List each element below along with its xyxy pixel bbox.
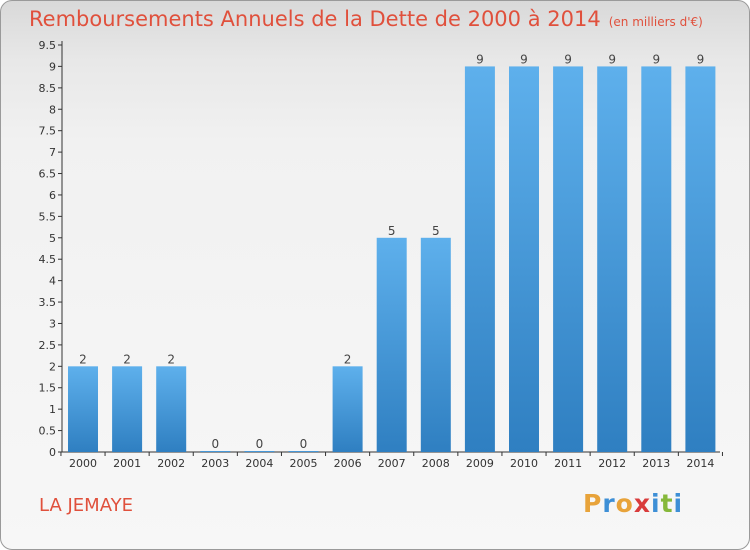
bar [597,66,628,452]
bar [420,237,451,452]
y-tick-label: 2.5 [39,339,57,352]
data-label: 9 [476,52,484,66]
bar [509,66,539,452]
bar [376,237,407,452]
data-label: 2 [79,352,87,366]
x-tick-label: 2002 [157,457,185,470]
data-label: 9 [608,52,616,66]
x-tick-label: 2008 [422,457,450,470]
logo-letter: o [615,489,634,518]
y-tick-label: 7.5 [39,125,57,138]
data-label: 0 [256,437,264,451]
x-tick-label: 2006 [334,457,362,470]
logo-letter: P [583,489,603,518]
data-label: 5 [388,224,396,238]
y-tick-label: 4 [49,275,56,288]
logo-letter: i [651,489,661,518]
x-tick-label: 2003 [201,457,229,470]
bar [68,366,98,452]
chart-title-text: Remboursements Annuels de la Dette de 20… [29,7,601,31]
x-tick-label: 2013 [642,457,670,470]
logo-letter: i [673,489,684,518]
logo-letter: t [660,489,674,518]
data-label: 9 [520,52,528,66]
bar [464,66,495,452]
y-tick-label: 1 [49,403,56,416]
y-tick-label: 9 [49,60,56,73]
data-label: 9 [564,52,572,66]
y-tick-label: 3.5 [39,296,57,309]
y-tick-label: 3 [49,317,56,330]
logo-letter: x [633,489,651,518]
x-tick-label: 2011 [554,457,582,470]
y-tick-label: 0 [49,446,56,459]
x-tick-label: 2012 [598,457,626,470]
y-tick-label: 6 [49,189,56,202]
data-label: 2 [344,352,352,366]
y-tick-label: 9.5 [39,39,57,52]
chart-unit-note: (en milliers d'€) [608,15,703,29]
y-tick-label: 8.5 [39,82,57,95]
y-tick-label: 0.5 [39,425,57,438]
x-tick-label: 2014 [686,457,714,470]
data-label: 5 [432,224,440,238]
commune-name: LA JEMAYE [39,495,133,516]
bar [553,66,584,452]
bar [112,366,143,452]
bar [288,451,319,452]
bar [641,66,672,452]
y-tick-label: 8 [49,103,56,116]
y-tick-label: 5 [49,232,56,245]
x-tick-label: 2007 [378,457,406,470]
x-tick-label: 2005 [290,457,318,470]
data-label: 9 [652,52,660,66]
logo-letter: r [602,489,616,518]
data-label: 0 [211,437,219,451]
x-tick-label: 2004 [245,457,273,470]
x-tick-label: 2009 [466,457,494,470]
y-tick-label: 2 [49,360,56,373]
x-tick-label: 2010 [510,457,538,470]
proxiti-logo[interactable]: Proxiti [583,489,683,518]
data-label: 0 [300,437,308,451]
data-label: 2 [167,352,175,366]
y-tick-label: 7 [49,146,56,159]
y-tick-label: 1.5 [39,382,57,395]
x-tick-label: 2000 [69,457,97,470]
data-label: 2 [123,352,131,366]
bar [685,66,716,452]
bar [156,366,187,452]
bar [244,451,275,452]
chart-title: Remboursements Annuels de la Dette de 20… [29,7,703,31]
y-tick-label: 6.5 [39,168,57,181]
y-tick-label: 5.5 [39,210,57,223]
x-tick-label: 2001 [113,457,141,470]
y-tick-label: 4.5 [39,253,57,266]
bar [200,451,231,452]
bar [332,366,363,452]
data-label: 9 [697,52,705,66]
